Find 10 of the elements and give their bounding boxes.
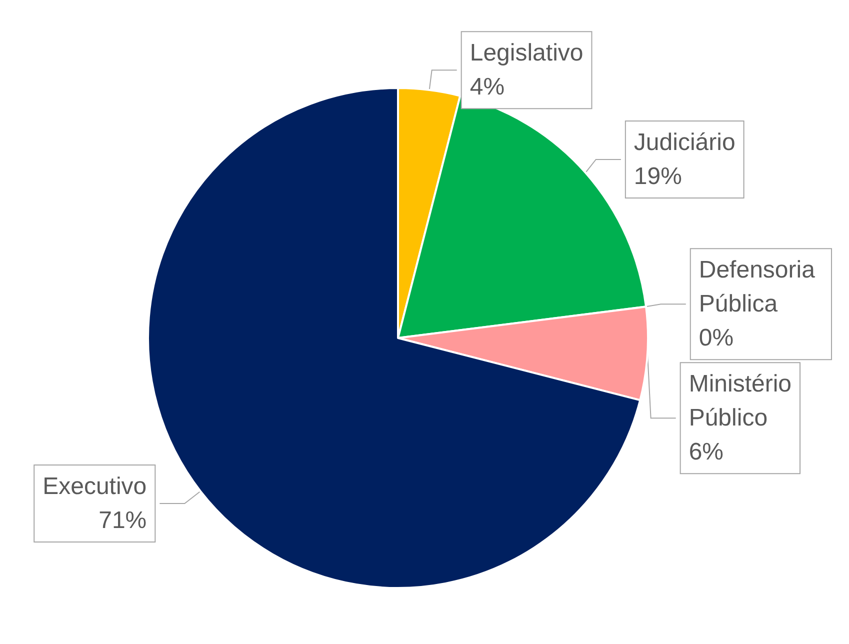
- slice-label: Executivo: [42, 472, 147, 500]
- slice-label: Ministério Público: [688, 370, 792, 432]
- data-label: 6%: [688, 438, 724, 466]
- slice-label: Legislativo: [470, 40, 584, 67]
- category-label: Defensoria Pública: [698, 256, 815, 318]
- data-label: 19%: [634, 162, 682, 190]
- slice-label: Judiciário: [634, 128, 736, 156]
- data-label: 4%: [470, 74, 505, 101]
- text: 0%: [698, 324, 734, 352]
- data-label: 71%: [98, 506, 147, 534]
